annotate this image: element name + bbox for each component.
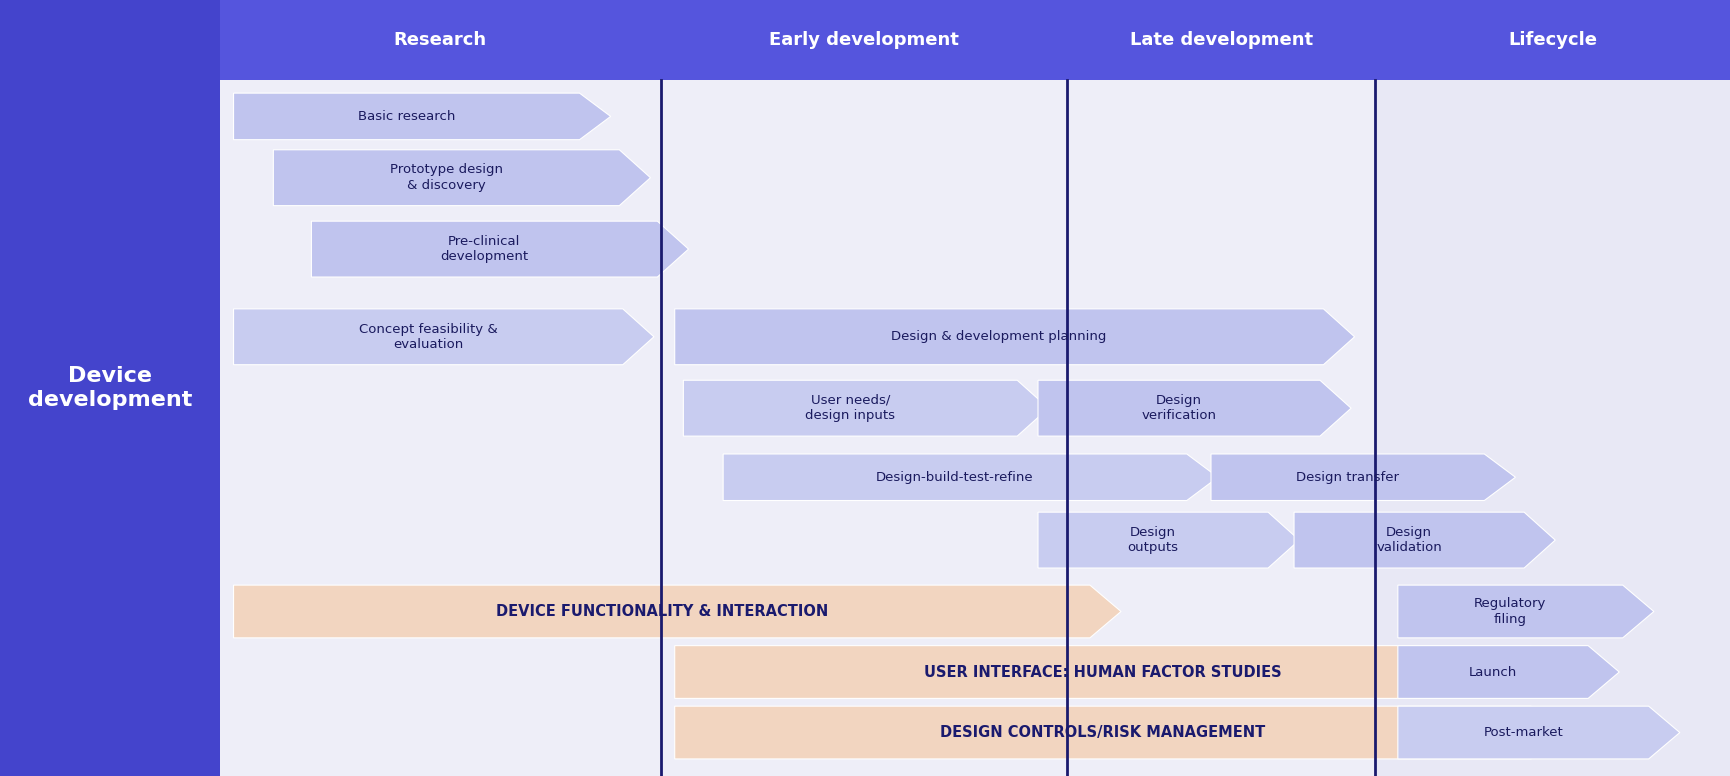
Bar — [0, 0, 220, 776]
Text: Late development: Late development — [1130, 31, 1313, 49]
Polygon shape — [311, 221, 689, 277]
Text: Design
verification: Design verification — [1142, 394, 1216, 422]
Polygon shape — [1398, 646, 1619, 698]
Bar — [1067, 0, 1375, 80]
Polygon shape — [234, 93, 611, 140]
Polygon shape — [1038, 380, 1351, 436]
Polygon shape — [675, 309, 1355, 365]
Text: Design transfer: Design transfer — [1296, 471, 1400, 483]
Polygon shape — [1038, 512, 1299, 568]
Bar — [220, 0, 661, 80]
Text: Prototype design
& discovery: Prototype design & discovery — [389, 164, 503, 192]
Polygon shape — [675, 706, 1562, 759]
Polygon shape — [273, 150, 650, 206]
Text: Basic research: Basic research — [358, 110, 455, 123]
Bar — [220, 80, 1375, 776]
Text: Launch: Launch — [1469, 666, 1517, 678]
Text: Design
validation: Design validation — [1375, 526, 1443, 554]
Text: Design
outputs: Design outputs — [1128, 526, 1178, 554]
Text: Design & development planning: Design & development planning — [891, 331, 1107, 343]
Text: Pre-clinical
development: Pre-clinical development — [441, 235, 528, 263]
Text: Lifecycle: Lifecycle — [1509, 31, 1597, 49]
Bar — [1375, 0, 1730, 80]
Text: Early development: Early development — [770, 31, 958, 49]
Text: USER INTERFACE: HUMAN FACTOR STUDIES: USER INTERFACE: HUMAN FACTOR STUDIES — [924, 664, 1282, 680]
Text: Concept feasibility &
evaluation: Concept feasibility & evaluation — [358, 323, 498, 351]
Text: User needs/
design inputs: User needs/ design inputs — [804, 394, 896, 422]
Polygon shape — [1294, 512, 1555, 568]
Text: Device
development: Device development — [28, 365, 192, 411]
Bar — [1375, 80, 1730, 776]
Polygon shape — [234, 309, 654, 365]
Polygon shape — [683, 380, 1048, 436]
Polygon shape — [234, 585, 1121, 638]
Polygon shape — [1398, 585, 1654, 638]
Text: DEVICE FUNCTIONALITY & INTERACTION: DEVICE FUNCTIONALITY & INTERACTION — [495, 604, 829, 619]
Text: DESIGN CONTROLS/RISK MANAGEMENT: DESIGN CONTROLS/RISK MANAGEMENT — [939, 725, 1266, 740]
Text: Design-build-test-refine: Design-build-test-refine — [875, 471, 1035, 483]
Text: Regulatory
filing: Regulatory filing — [1474, 598, 1547, 625]
Bar — [661, 0, 1067, 80]
Polygon shape — [1398, 706, 1680, 759]
Polygon shape — [675, 646, 1562, 698]
Polygon shape — [1211, 454, 1515, 501]
Text: Research: Research — [394, 31, 486, 49]
Polygon shape — [723, 454, 1218, 501]
Text: Post-market: Post-market — [1483, 726, 1564, 739]
